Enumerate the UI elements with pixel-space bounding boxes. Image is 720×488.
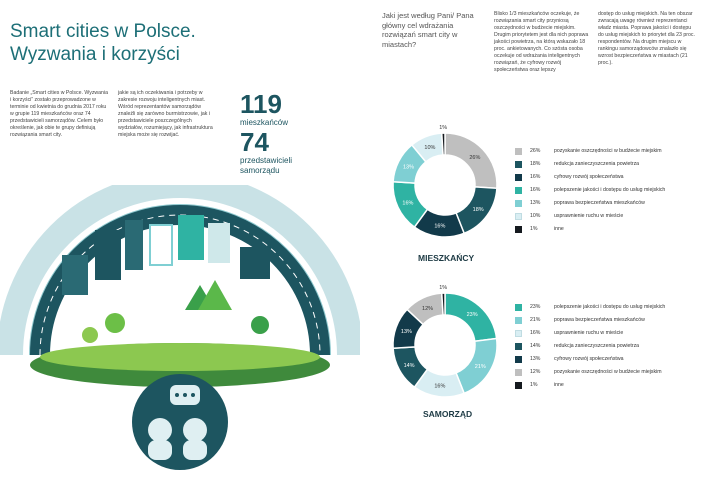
smart-city-illustration [0,185,360,470]
legend-row: 26% pozyskanie oszczędności w budżecie mi… [515,146,662,156]
residents-number: 119 [240,89,282,119]
legend-row: 1% inne [515,380,564,390]
donut-chart-officials: 23% 21% 16% 14% 13% 12% 1% [392,285,498,398]
slice-data-label: 16% [402,200,413,206]
legend-value: 16% [530,174,541,180]
donut-chart-residents: 26% 18% 16% 16% 13% 10% 1% [392,125,498,238]
legend-label: inne [554,226,564,232]
legend-value: 23% [530,304,541,310]
title-line-2: Wyzwania i korzyści [10,44,180,65]
stat-residents: 119 mieszkańców [240,90,288,128]
legend-swatch [515,381,522,389]
legend-value: 13% [530,356,541,362]
legend-swatch [515,147,522,155]
legend-row: 10% usprawnienie ruchu w mieście [515,211,623,221]
legend-value: 1% [530,226,538,232]
legend-swatch [515,173,522,181]
legend-row: 1% inne [515,224,564,234]
donut-slice [440,132,446,156]
slice-data-label: 12% [422,306,433,312]
legend-row: 13% poprawa bezpieczeństwa mieszkańców [515,198,645,208]
legend-label: poprawa bezpieczeństwa mieszkańców [554,200,645,206]
title-line-1: Smart cities w Polsce. [10,21,196,42]
slice-data-label: 10% [424,145,435,151]
legend-label: cyfrowy rozwój społeczeństwa [554,174,624,180]
legend-label: cyfrowy rozwój społeczeństwa [554,356,624,362]
legend-value: 1% [530,382,538,388]
survey-question: Jaki jest według Pani/ Pana główny cel w… [382,11,474,49]
legend-label: polepszenie jakości i dostępu do usług m… [554,304,666,310]
legend-swatch [515,186,522,194]
legend-row: 13% cyfrowy rozwój społeczeństwa [515,354,623,364]
legend-swatch [515,199,522,207]
slice-data-label: 16% [434,384,445,390]
legend-value: 13% [530,200,541,206]
legend-value: 16% [530,330,541,336]
legend-row: 16% polepszenie jakości i dostępu do usłu… [515,185,665,195]
slice-data-label: 23% [467,312,478,318]
legend-label: usprawnienie ruchu w mieście [554,213,624,219]
stat-officials: 74 przedstawicieli samorządu [240,128,292,176]
legend-label: pozyskanie oszczędności w budżecie miejs… [554,148,662,154]
intro-col1: Badanie „Smart cities w Polsce. Wyzwania… [10,90,108,138]
legend-value: 16% [530,187,541,193]
legend-label: usprawnienie ruchu w mieście [554,330,624,336]
legend-swatch [515,303,522,311]
legend-swatch [515,329,522,337]
slice-data-label: 16% [434,224,445,230]
slice-data-label: 13% [401,329,412,335]
results-text-col1: Blisko 1/3 mieszkańców oczekuje, że rozw… [494,11,589,73]
slice-data-label: 13% [403,164,414,170]
legend-row: 23% polepszenie jakości i dostępu do usłu… [515,302,665,312]
legend-swatch [515,225,522,233]
slice-data-label: 26% [469,155,480,161]
slice-data-label: 21% [475,364,486,370]
slice-data-label: 18% [473,207,484,213]
page-title: Smart cities w Polsce. Wyzwania i korzyś… [10,20,240,66]
legend-label: inne [554,382,564,388]
slice-data-label: 1% [439,285,447,291]
slice-data-label: 1% [439,125,447,131]
legend-value: 21% [530,317,541,323]
legend-label: redukcja zanieczyszczenia powietrza [554,161,640,167]
legend-swatch [515,160,522,168]
chart-title-residents: MIESZKAŃCY [418,253,475,263]
legend-row: 21% poprawa bezpieczeństwa mieszkańców [515,315,645,325]
results-text-col2: dostęp do usług miejskich. Na ten obszar… [598,11,695,66]
legend-label: redukcja zanieczyszczenia powietrza [554,343,640,349]
slice-data-label: 14% [404,363,415,369]
legend-swatch [515,316,522,324]
legend-label: pozyskanie oszczędności w budżecie miejs… [554,369,662,375]
legend-value: 14% [530,343,541,349]
legend-label: polepszenie jakości i dostępu do usług m… [554,187,666,193]
legend-value: 26% [530,148,541,154]
legend-officials: 23% polepszenie jakości i dostępu do usłu… [515,302,715,402]
officials-label-2: samorządu [240,166,280,175]
intro-col2: jakie są ich oczekiwania i potrzeby w za… [118,90,213,138]
chart-title-officials: SAMORZĄD [423,409,473,419]
legend-value: 18% [530,161,541,167]
legend-row: 12% pozyskanie oszczędności w budżecie mi… [515,367,662,377]
legend-row: 14% redukcja zanieczyszczenia powietrza [515,341,639,351]
legend-swatch [515,368,522,376]
officials-label-1: przedstawicieli [240,156,293,165]
legend-value: 10% [530,213,541,219]
legend-row: 16% usprawnienie ruchu w mieście [515,328,623,338]
residents-label: mieszkańców [240,118,289,127]
legend-row: 18% redukcja zanieczyszczenia powietrza [515,159,639,169]
officials-number: 74 [240,127,269,157]
legend-value: 12% [530,369,541,375]
legend-row: 16% cyfrowy rozwój społeczeństwa [515,172,623,182]
legend-residents: 26% pozyskanie oszczędności w budżecie mi… [515,146,715,246]
legend-swatch [515,355,522,363]
legend-swatch [515,212,522,220]
legend-swatch [515,342,522,350]
legend-label: poprawa bezpieczeństwa mieszkańców [554,317,645,323]
donut-slice [440,292,446,316]
